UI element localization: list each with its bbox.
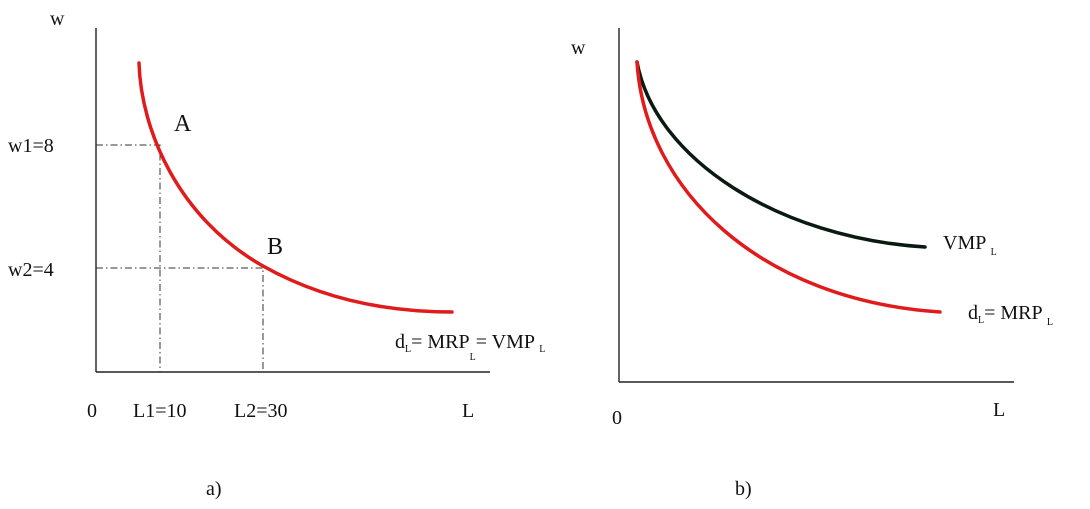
mrp-subscript: L	[470, 352, 476, 363]
panel-b-origin-label: 0	[612, 407, 622, 429]
panel-a-origin-label: 0	[87, 400, 97, 422]
vmp-curve-label: VMP L	[943, 232, 997, 258]
panel-a-x-label: L	[462, 400, 474, 422]
vmp-symbol: = VMP	[476, 331, 540, 353]
mrp-demand-curve	[635, 60, 942, 314]
mrp-symbol: = MRP	[411, 331, 470, 353]
vmp-subscript: L	[539, 344, 545, 355]
vmp-curve	[635, 60, 927, 249]
vmp-subscript: L	[991, 247, 997, 258]
l2-label: L2=30	[234, 400, 288, 422]
point-a-label: A	[174, 111, 192, 137]
mrp-subscript: L	[1047, 317, 1053, 328]
d-symbol: d	[395, 331, 405, 353]
w2-guide-line	[96, 267, 264, 372]
w1-guide-line	[96, 144, 161, 372]
d-subscript: L	[405, 344, 411, 355]
panel-a-caption: a)	[206, 478, 222, 500]
vmp-text: VMP	[943, 232, 991, 254]
mrp-curve-label: dL= MRP L	[968, 302, 1053, 328]
panel-b: w 0 L VMP L dL= MRP L b)	[571, 28, 1053, 500]
d-symbol: d	[968, 302, 978, 324]
panel-a: w w1=8 w2=4 A B 0 L1=10 L2=30 L dL= MRPL…	[8, 8, 545, 500]
mrp-text: = MRP	[984, 302, 1047, 324]
w2-label: w2=4	[8, 259, 54, 281]
panel-a-curve-label: dL= MRPL= VMP L	[395, 331, 545, 363]
w1-label: w1=8	[8, 135, 54, 157]
panel-a-y-label: w	[50, 8, 65, 30]
panel-a-demand-curve	[137, 61, 454, 314]
d-subscript: L	[978, 315, 984, 326]
panel-b-y-label: w	[571, 37, 586, 59]
panel-b-caption: b)	[735, 478, 752, 500]
point-b-label: B	[267, 234, 283, 260]
panel-b-x-label: L	[993, 399, 1005, 421]
l1-label: L1=10	[133, 400, 187, 422]
